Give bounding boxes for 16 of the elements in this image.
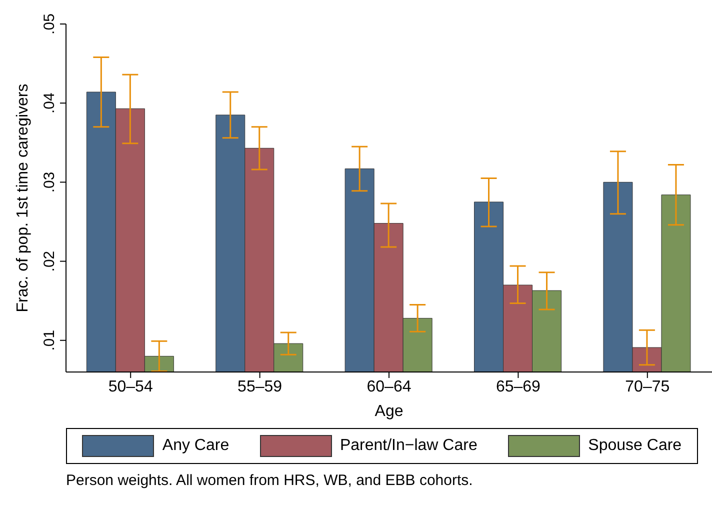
legend-label: Any Care — [162, 437, 230, 455]
text: Person weights. All women from HRS, WB, and EBB cohorts. — [66, 472, 474, 489]
legend-label: Parent/In−law Care — [340, 437, 478, 455]
y-tick-label: .03 — [41, 172, 58, 193]
legend-label: Spouse Care — [588, 437, 682, 455]
x-tick-label: 60–64 — [366, 378, 412, 396]
y-axis-title: Frac. of pop. 1st time caregivers — [14, 84, 32, 312]
x-tick-label: 55–59 — [238, 378, 282, 396]
y-tick-label: .05 — [41, 14, 58, 34]
x-tick-label: 50–54 — [108, 378, 153, 396]
x-tick-label: 65–69 — [496, 378, 541, 396]
y-tick-label: .01 — [41, 330, 58, 351]
y-tick-label: .02 — [41, 250, 58, 272]
x-axis-title: Age — [374, 403, 404, 420]
x-tick-label: 70–75 — [625, 378, 670, 396]
y-tick-label: .04 — [41, 92, 58, 114]
